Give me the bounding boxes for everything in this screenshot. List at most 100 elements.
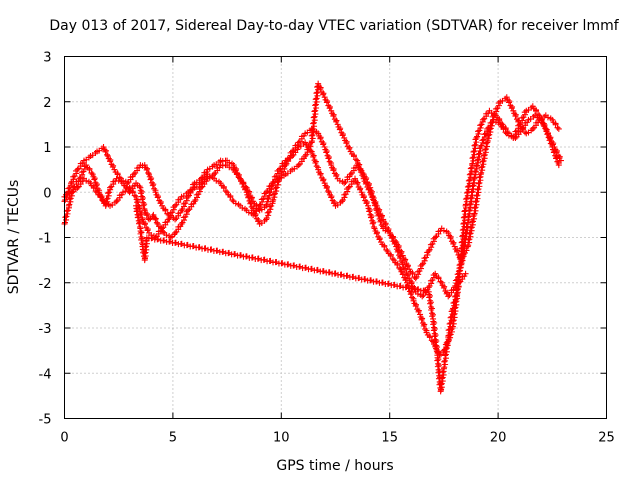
x-tick-labels: 0 5 10 15 20 25 [60, 431, 614, 446]
data-points [61, 80, 564, 395]
data-point [104, 190, 111, 197]
data-point [83, 177, 90, 184]
data-point [114, 171, 121, 178]
data-point [172, 229, 179, 236]
data-point [178, 220, 185, 227]
data-point [467, 225, 474, 232]
data-point [545, 134, 552, 141]
data-point [383, 224, 390, 231]
data-point [220, 185, 227, 192]
data-point [92, 179, 99, 186]
data-point [312, 159, 319, 166]
data-point [97, 194, 104, 201]
y-tick-label: -5 [39, 413, 52, 428]
data-point [329, 197, 336, 204]
data-point [317, 135, 324, 142]
data-point [343, 140, 350, 147]
data-point [373, 230, 380, 237]
data-point [365, 202, 372, 209]
data-point [330, 113, 337, 120]
data-point [232, 200, 239, 207]
data-point [465, 214, 472, 221]
data-point [441, 364, 448, 371]
data-point [89, 171, 96, 178]
data-point [396, 264, 403, 271]
data-point [474, 157, 481, 164]
data-point [264, 209, 271, 216]
data-point [502, 129, 509, 136]
data-point [472, 168, 479, 175]
data-point [64, 207, 71, 214]
data-point [328, 194, 335, 201]
data-point [148, 179, 155, 186]
y-tick-label: 0 [43, 186, 51, 201]
data-point [172, 202, 179, 209]
x-tick-label: 20 [490, 431, 507, 446]
data-point [439, 369, 446, 376]
data-point [484, 137, 491, 144]
data-point [295, 139, 302, 146]
data-point [246, 197, 253, 204]
data-point [104, 195, 111, 202]
data-point [447, 314, 454, 321]
data-point [452, 277, 459, 284]
data-point [355, 184, 362, 191]
y-tick-label: -1 [39, 232, 52, 247]
data-point [163, 232, 170, 239]
data-point [469, 155, 476, 162]
data-point [324, 152, 331, 159]
data-point [141, 250, 148, 257]
data-point [466, 171, 473, 178]
data-point [453, 287, 460, 294]
data-point [383, 246, 390, 253]
data-point [554, 158, 561, 165]
data-point [465, 207, 472, 214]
data-point [466, 231, 473, 238]
data-point [219, 158, 226, 165]
data-point [360, 194, 367, 201]
data-point [143, 224, 150, 231]
data-point [442, 357, 449, 364]
data-point [401, 257, 408, 264]
data-point [336, 177, 343, 184]
y-tick-label: 1 [43, 141, 51, 156]
data-point [66, 201, 73, 208]
data-point [409, 271, 416, 278]
data-point [357, 166, 364, 173]
data-point [159, 225, 166, 232]
data-point [426, 294, 433, 301]
data-point [153, 219, 160, 226]
data-point [467, 165, 474, 172]
data-point [477, 122, 484, 129]
data-point [247, 200, 254, 207]
data-point [271, 190, 278, 197]
data-point [381, 243, 388, 250]
data-point [417, 311, 424, 318]
data-point [266, 192, 273, 199]
data-point [178, 207, 185, 214]
data-point [472, 204, 479, 211]
data-point [263, 201, 270, 208]
data-point [489, 119, 496, 126]
data-point [313, 90, 320, 97]
data-point [476, 174, 483, 181]
data-point [476, 179, 483, 186]
data-point [145, 169, 152, 176]
data-point [146, 216, 153, 223]
data-point [338, 129, 345, 136]
data-point [445, 332, 452, 339]
data-point [129, 189, 136, 196]
data-point [407, 291, 414, 298]
data-point [473, 198, 480, 205]
data-point [440, 227, 447, 234]
data-point [141, 221, 148, 228]
data-point [417, 314, 424, 321]
data-point [479, 158, 486, 165]
data-point [478, 169, 485, 176]
data-point [474, 186, 481, 193]
data-point [362, 197, 369, 204]
data-point [477, 144, 484, 150]
data-point [339, 198, 346, 205]
data-point [268, 202, 275, 209]
